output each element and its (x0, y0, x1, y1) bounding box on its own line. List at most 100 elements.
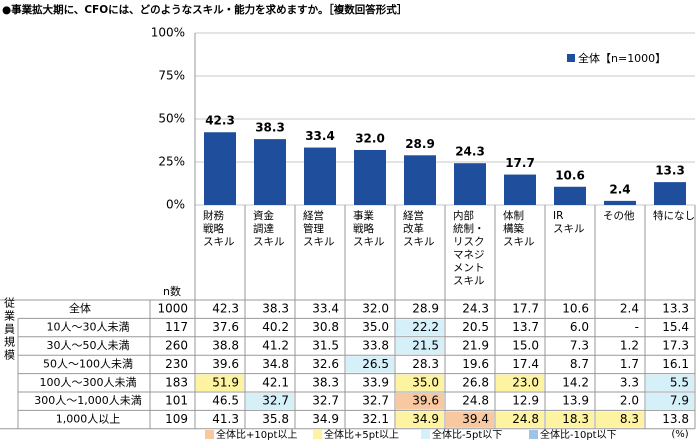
cell-value: 24.8 (462, 394, 489, 408)
value-label: 24.3 (455, 145, 485, 159)
cell-value: 6.0 (570, 320, 589, 334)
cell-highlight (396, 393, 444, 410)
cell-value: 13.8 (662, 412, 689, 426)
value-label: 13.3 (655, 164, 685, 178)
cell-highlight (346, 356, 394, 373)
x-tick-label: 資金調達スキル (253, 209, 285, 248)
cell-value: 15.0 (512, 339, 539, 353)
cell-value: 34.8 (262, 357, 289, 371)
cell-value: 39.6 (212, 357, 239, 371)
y-tick-label: 0% (166, 198, 185, 212)
bar (554, 186, 586, 205)
cell-value: 17.3 (662, 339, 689, 353)
cell-value: 20.5 (462, 320, 489, 334)
cell-value: 41.3 (212, 412, 239, 426)
row-n: 260 (165, 339, 188, 353)
bar (454, 163, 486, 205)
cell-highlight (396, 319, 444, 336)
cell-value: 1.7 (620, 357, 639, 371)
cell-value: 28.3 (412, 357, 439, 371)
bar (604, 200, 636, 205)
cell-value: 19.6 (462, 357, 489, 371)
cell-value: 34.9 (312, 412, 339, 426)
n-header: n数 (163, 285, 181, 298)
bar (404, 155, 436, 205)
cell-value: 30.8 (312, 320, 339, 334)
row-label: 全体 (69, 301, 91, 315)
cell-highlight (596, 411, 644, 428)
row-n: 230 (165, 357, 188, 371)
cell-highlight (496, 411, 544, 428)
cell-value: 13.3 (662, 302, 689, 316)
row-n: 101 (165, 394, 188, 408)
cell-value: 18.3 (562, 412, 589, 426)
cell-value: 37.6 (212, 320, 239, 334)
cell-value: 2.4 (620, 302, 639, 316)
x-tick-label: 財務戦略スキル (203, 209, 235, 248)
cell-value: 46.5 (212, 394, 239, 408)
cell-value: 8.3 (620, 412, 639, 426)
cell-value: 26.8 (462, 375, 489, 389)
cell-highlight (396, 374, 444, 391)
cell-value: 24.8 (512, 412, 539, 426)
cell-highlight (646, 374, 694, 391)
group-label: 従業員規模 (3, 297, 16, 362)
cell-value: 13.7 (512, 320, 539, 334)
cell-value: 41.2 (262, 339, 289, 353)
cell-value: 26.5 (362, 357, 389, 371)
cell-value: 35.0 (412, 375, 439, 389)
cell-value: 32.6 (312, 357, 339, 371)
row-label: 30人～50人未満 (47, 339, 130, 352)
row-n: 1000 (157, 302, 188, 316)
cell-value: 21.5 (412, 339, 439, 353)
highlight-legend-swatch (313, 430, 322, 439)
cell-value: 1.2 (620, 339, 639, 353)
cell-value: 23.0 (512, 375, 539, 389)
x-tick-label: 経営改革スキル (403, 209, 435, 248)
bar (254, 139, 286, 205)
cell-value: 42.3 (212, 302, 239, 316)
value-label: 28.9 (405, 137, 435, 151)
highlight-legend-label: 全体比+10pt以上 (216, 428, 297, 440)
row-label: 100人～300人未満 (40, 376, 137, 389)
cell-value: 51.9 (212, 375, 239, 389)
cell-value: 32.7 (362, 394, 389, 408)
cell-value: 12.9 (512, 394, 539, 408)
y-tick-label: 25% (158, 155, 185, 169)
row-label: 50人～100人未満 (43, 357, 133, 370)
y-tick-label: 50% (158, 112, 185, 126)
cell-value: 40.2 (262, 320, 289, 334)
value-label: 42.3 (205, 114, 235, 128)
cell-value: 34.9 (412, 412, 439, 426)
cell-value: 5.5 (670, 375, 689, 389)
y-tick-label: 100% (151, 26, 185, 40)
cell-value: 24.3 (462, 302, 489, 316)
value-label: 33.4 (305, 129, 335, 143)
cell-value: 32.7 (312, 394, 339, 408)
x-tick-label: 事業戦略スキル (353, 209, 385, 248)
legend-label: 全体【n=1000】 (578, 51, 666, 65)
bar (304, 147, 336, 205)
cell-highlight (196, 374, 244, 391)
bar (354, 149, 386, 205)
cell-value: 17.7 (512, 302, 539, 316)
cell-highlight (396, 337, 444, 355)
bar (654, 182, 686, 205)
cell-value: 38.8 (212, 339, 239, 353)
highlight-legend-label: 全体比-5pt以下 (432, 428, 502, 440)
value-label: 10.6 (555, 168, 585, 182)
cell-highlight (646, 393, 694, 410)
cell-value: 32.1 (362, 412, 389, 426)
cell-value: 22.2 (412, 320, 439, 334)
cell-value: 38.3 (262, 302, 289, 316)
bar (504, 174, 536, 205)
x-tick-label: 内部統制・リスクマネジメントスキル (453, 209, 485, 287)
row-label: 1,000人以上 (56, 413, 121, 426)
cell-value: 21.9 (462, 339, 489, 353)
value-label: 38.3 (255, 121, 285, 135)
cell-highlight (396, 411, 444, 428)
cell-value: 3.3 (620, 375, 639, 389)
cell-value: 2.0 (620, 394, 639, 408)
row-n: 117 (165, 320, 188, 334)
